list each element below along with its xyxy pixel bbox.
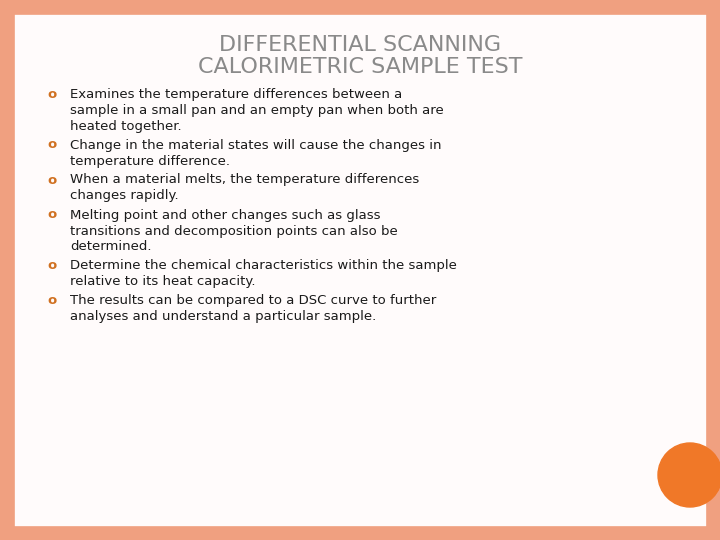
- Text: The results can be compared to a DSC curve to further
analyses and understand a : The results can be compared to a DSC cur…: [70, 294, 436, 323]
- Text: o: o: [48, 259, 57, 272]
- Text: Determine the chemical characteristics within the sample
relative to its heat ca: Determine the chemical characteristics w…: [70, 259, 457, 288]
- Text: Examines the temperature differences between a
sample in a small pan and an empt: Examines the temperature differences bet…: [70, 88, 444, 133]
- Text: o: o: [48, 294, 57, 307]
- Text: Change in the material states will cause the changes in
temperature difference.: Change in the material states will cause…: [70, 138, 441, 167]
- Text: o: o: [48, 138, 57, 152]
- Text: Melting point and other changes such as glass
transitions and decomposition poin: Melting point and other changes such as …: [70, 208, 397, 253]
- Circle shape: [658, 443, 720, 507]
- Text: o: o: [48, 88, 57, 101]
- Text: o: o: [48, 173, 57, 186]
- Text: When a material melts, the temperature differences
changes rapidly.: When a material melts, the temperature d…: [70, 173, 419, 202]
- Text: DIFFERENTIAL SCANNING: DIFFERENTIAL SCANNING: [219, 35, 501, 55]
- Text: o: o: [48, 208, 57, 221]
- Text: CALORIMETRIC SAMPLE TEST: CALORIMETRIC SAMPLE TEST: [198, 57, 522, 77]
